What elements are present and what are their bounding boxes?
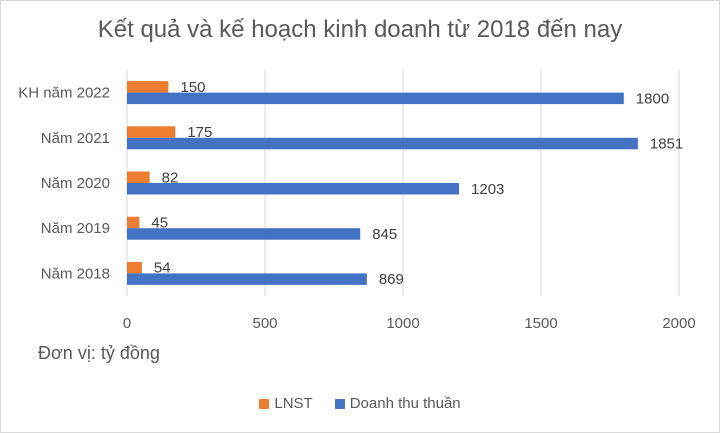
bar-revenue-2: [127, 183, 460, 195]
bar-revenue-3: [127, 137, 638, 150]
unit-note: Đơn vị: tỷ đồng: [38, 343, 160, 363]
data-label-lnst-3: 175: [187, 124, 212, 141]
legend-swatch-lnst: [259, 398, 270, 409]
data-label-lnst-2: 82: [162, 169, 179, 186]
data-label-lnst-4: 150: [180, 79, 205, 96]
bar-lnst-1: [127, 216, 140, 229]
y-category-label: Năm 2019: [41, 220, 110, 237]
legend: LNST Doanh thu thuần: [0, 395, 720, 412]
legend-swatch-revenue: [334, 398, 345, 409]
bar-lnst-0: [127, 261, 142, 274]
legend-entry-lnst: LNST: [259, 395, 313, 412]
data-label-revenue-3: 1851: [650, 136, 683, 153]
x-tick-label-1000: 1000: [386, 315, 419, 332]
x-tick-label-2000: 2000: [662, 315, 695, 332]
data-label-revenue-0: 869: [379, 271, 404, 288]
x-tick-label-0: 0: [123, 315, 131, 332]
legend-entry-revenue: Doanh thu thuần: [334, 395, 461, 412]
bar-lnst-2: [127, 171, 150, 183]
y-category-label: Năm 2018: [41, 265, 110, 282]
bar-lnst-4: [127, 81, 169, 93]
data-label-lnst-0: 54: [154, 260, 171, 277]
chart-title: Kết quả và kế hoạch kinh doanh từ 2018 đ…: [97, 16, 623, 43]
y-category-label: KH năm 2022: [18, 85, 110, 102]
data-label-revenue-2: 1203: [471, 181, 504, 198]
y-category-label: Năm 2020: [41, 175, 110, 192]
bar-revenue-4: [127, 92, 624, 105]
y-category-label: Năm 2021: [41, 130, 110, 147]
data-label-lnst-1: 45: [151, 214, 168, 231]
legend-label-lnst: LNST: [274, 395, 313, 412]
bar-revenue-1: [127, 228, 361, 240]
bar-revenue-0: [127, 273, 367, 285]
x-tick-label-500: 500: [252, 315, 277, 332]
bar-lnst-3: [127, 126, 176, 138]
data-label-revenue-1: 845: [372, 226, 397, 243]
data-label-revenue-4: 1800: [636, 90, 669, 107]
x-tick-label-1500: 1500: [524, 315, 557, 332]
legend-label-revenue: Doanh thu thuần: [349, 395, 461, 412]
